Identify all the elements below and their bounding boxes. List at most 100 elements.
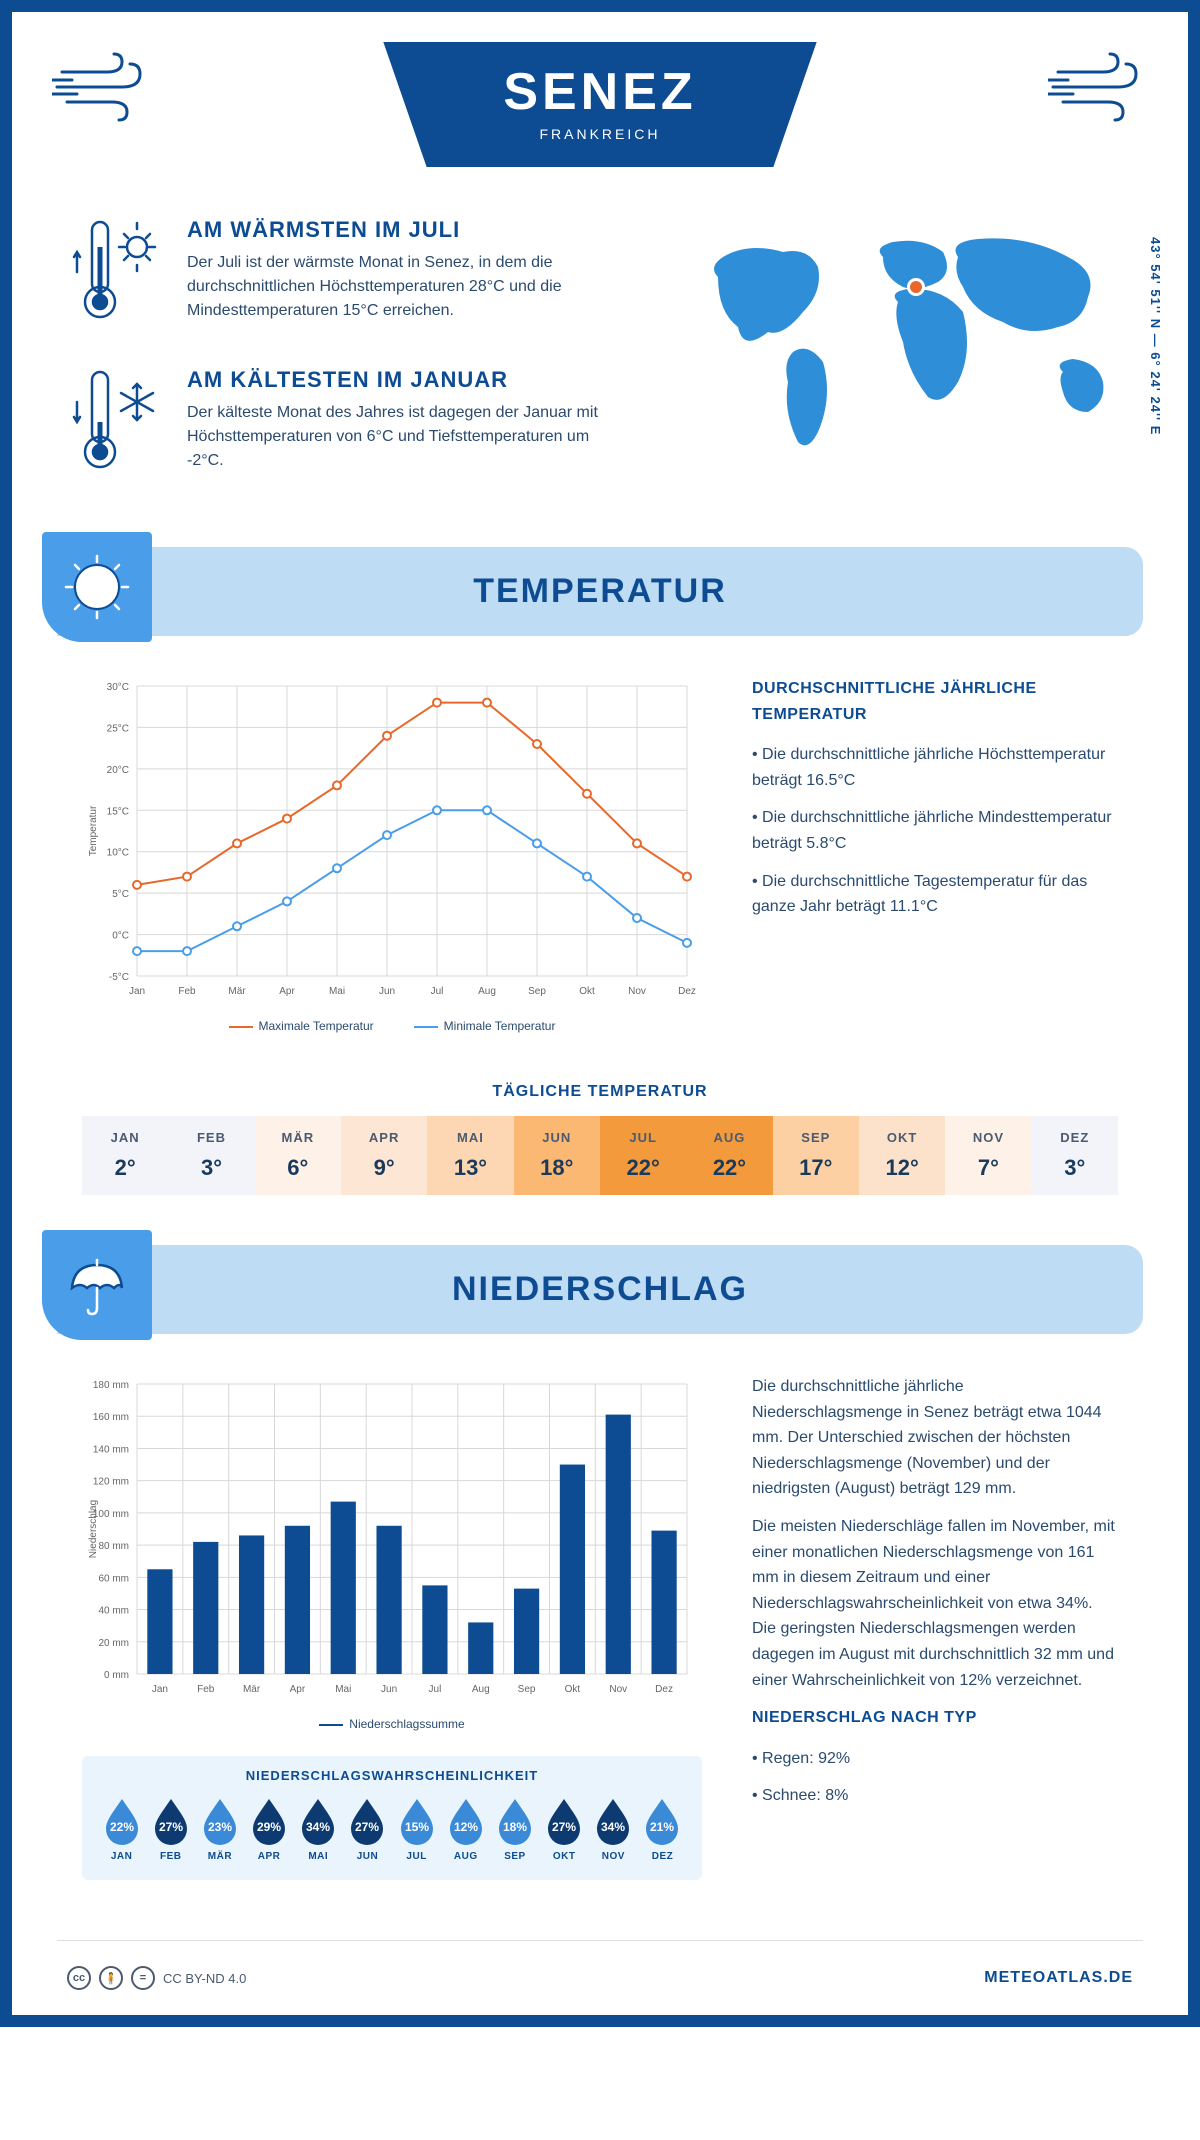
svg-text:120 mm: 120 mm	[93, 1477, 129, 1488]
precip-type-bullet: • Schnee: 8%	[752, 1783, 1118, 1809]
svg-text:15°C: 15°C	[107, 806, 129, 817]
legend-bar: Niederschlagssumme	[319, 1717, 464, 1731]
svg-text:40 mm: 40 mm	[98, 1606, 129, 1617]
daily-temp-cell: MAI13°	[427, 1116, 513, 1195]
daily-temp-cell: JUL22°	[600, 1116, 686, 1195]
temp-fact-bullet: • Die durchschnittliche jährliche Höchst…	[752, 742, 1118, 793]
section-title: NIEDERSCHLAG	[57, 1270, 1143, 1309]
brand: METEOATLAS.DE	[984, 1969, 1133, 1987]
svg-text:160 mm: 160 mm	[93, 1412, 129, 1423]
daily-temp-strip: JAN2°FEB3°MÄR6°APR9°MAI13°JUN18°JUL22°AU…	[82, 1116, 1118, 1195]
by-icon: 🧍	[99, 1966, 123, 1990]
precip-type-title: NIEDERSCHLAG NACH TYP	[752, 1705, 1118, 1731]
svg-text:25°C: 25°C	[107, 723, 129, 734]
temperature-line-chart: -5°C0°C5°C10°C15°C20°C25°C30°CJanFebMärA…	[82, 676, 702, 1033]
svg-text:Mär: Mär	[228, 986, 246, 997]
daily-temp-cell: JUN18°	[514, 1116, 600, 1195]
svg-text:29%: 29%	[257, 1820, 281, 1834]
daily-temp-cell: MÄR6°	[255, 1116, 341, 1195]
world-map: 43° 54' 51'' N — 6° 24' 24'' E	[688, 217, 1128, 517]
country-subtitle: FRANKREICH	[503, 126, 696, 142]
header: SENEZ FRANKREICH	[12, 12, 1188, 167]
svg-text:Nov: Nov	[609, 1684, 627, 1695]
daily-temp-cell: OKT12°	[859, 1116, 945, 1195]
svg-text:Jan: Jan	[152, 1684, 168, 1695]
temperature-section-header: TEMPERATUR	[57, 547, 1143, 636]
probability-drop: 27%JUN	[343, 1795, 392, 1862]
svg-text:0°C: 0°C	[112, 931, 129, 942]
svg-text:Dez: Dez	[678, 986, 696, 997]
svg-text:27%: 27%	[159, 1820, 183, 1834]
warmest-fact: AM WÄRMSTEN IM JULI Der Juli ist der wär…	[72, 217, 648, 332]
svg-text:Nov: Nov	[628, 986, 646, 997]
daily-temp-title: TÄGLICHE TEMPERATUR	[12, 1083, 1188, 1101]
probability-drop: 34%MAI	[294, 1795, 343, 1862]
daily-temp-cell: JAN2°	[82, 1116, 168, 1195]
svg-text:Niederschlag: Niederschlag	[88, 1500, 99, 1558]
svg-text:12%: 12%	[454, 1820, 478, 1834]
wind-icon	[1048, 52, 1148, 127]
svg-text:-5°C: -5°C	[109, 972, 129, 983]
svg-text:34%: 34%	[306, 1820, 330, 1834]
coldest-text: Der kälteste Monat des Jahres ist dagege…	[187, 401, 607, 473]
probability-drop: 18%SEP	[490, 1795, 539, 1862]
svg-text:27%: 27%	[355, 1820, 379, 1834]
svg-text:10°C: 10°C	[107, 848, 129, 859]
svg-text:60 mm: 60 mm	[98, 1573, 129, 1584]
svg-text:15%: 15%	[405, 1820, 429, 1834]
title-ribbon: SENEZ FRANKREICH	[383, 42, 816, 167]
svg-text:20 mm: 20 mm	[98, 1638, 129, 1649]
daily-temp-cell: FEB3°	[168, 1116, 254, 1195]
precip-row: 0 mm20 mm40 mm60 mm80 mm100 mm120 mm140 …	[12, 1334, 1188, 1910]
precip-text: Die meisten Niederschläge fallen im Nove…	[752, 1514, 1118, 1693]
svg-text:Aug: Aug	[472, 1684, 490, 1695]
precip-bar-chart: 0 mm20 mm40 mm60 mm80 mm100 mm120 mm140 …	[82, 1374, 702, 1731]
precip-section-header: NIEDERSCHLAG	[57, 1245, 1143, 1334]
infographic-page: SENEZ FRANKREICH A	[0, 0, 1200, 2027]
footer: cc 🧍 = CC BY-ND 4.0 METEOATLAS.DE	[57, 1940, 1143, 2015]
coldest-fact: AM KÄLTESTEN IM JANUAR Der kälteste Mona…	[72, 367, 648, 482]
svg-text:5°C: 5°C	[112, 889, 129, 900]
svg-text:Feb: Feb	[197, 1684, 215, 1695]
svg-text:22%: 22%	[110, 1820, 134, 1834]
daily-temp-cell: AUG22°	[686, 1116, 772, 1195]
legend-max: Maximale Temperatur	[229, 1019, 374, 1033]
city-title: SENEZ	[503, 62, 696, 122]
svg-text:Sep: Sep	[528, 986, 546, 997]
precip-type-bullet: • Regen: 92%	[752, 1746, 1118, 1772]
svg-text:Dez: Dez	[655, 1684, 673, 1695]
chart-legend: Maximale Temperatur Minimale Temperatur	[82, 1019, 702, 1033]
svg-text:Mai: Mai	[329, 986, 345, 997]
section-title: TEMPERATUR	[57, 572, 1143, 611]
coldest-title: AM KÄLTESTEN IM JANUAR	[187, 367, 607, 393]
svg-text:Mai: Mai	[335, 1684, 351, 1695]
cc-icon: cc	[67, 1966, 91, 1990]
svg-text:21%: 21%	[650, 1820, 674, 1834]
thermometer-snow-icon	[72, 367, 162, 482]
svg-text:Mär: Mär	[243, 1684, 261, 1695]
svg-text:Sep: Sep	[518, 1684, 536, 1695]
svg-text:0 mm: 0 mm	[104, 1670, 129, 1681]
svg-text:Jan: Jan	[129, 986, 145, 997]
nd-icon: =	[131, 1966, 155, 1990]
temp-fact-bullet: • Die durchschnittliche Tagestemperatur …	[752, 869, 1118, 920]
svg-text:140 mm: 140 mm	[93, 1444, 129, 1455]
svg-text:18%: 18%	[503, 1820, 527, 1834]
probability-drop: 27%FEB	[146, 1795, 195, 1862]
warmest-text: Der Juli ist der wärmste Monat in Senez,…	[187, 251, 607, 323]
precip-probability-box: NIEDERSCHLAGSWAHRSCHEINLICHKEIT 22%JAN27…	[82, 1756, 702, 1880]
daily-temp-cell: APR9°	[341, 1116, 427, 1195]
coordinates: 43° 54' 51'' N — 6° 24' 24'' E	[1148, 237, 1163, 435]
svg-text:Temperatur: Temperatur	[88, 805, 99, 856]
probability-drop: 12%AUG	[441, 1795, 490, 1862]
temperature-row: -5°C0°C5°C10°C15°C20°C25°C30°CJanFebMärA…	[12, 636, 1188, 1063]
svg-text:Aug: Aug	[478, 986, 496, 997]
svg-text:180 mm: 180 mm	[93, 1380, 129, 1391]
prob-title: NIEDERSCHLAGSWAHRSCHEINLICHKEIT	[97, 1768, 687, 1783]
svg-text:Jun: Jun	[379, 986, 395, 997]
daily-temp-cell: DEZ3°	[1032, 1116, 1118, 1195]
chart-legend: Niederschlagssumme	[82, 1717, 702, 1731]
svg-text:Apr: Apr	[279, 986, 295, 997]
svg-text:27%: 27%	[552, 1820, 576, 1834]
daily-temp-cell: NOV7°	[945, 1116, 1031, 1195]
